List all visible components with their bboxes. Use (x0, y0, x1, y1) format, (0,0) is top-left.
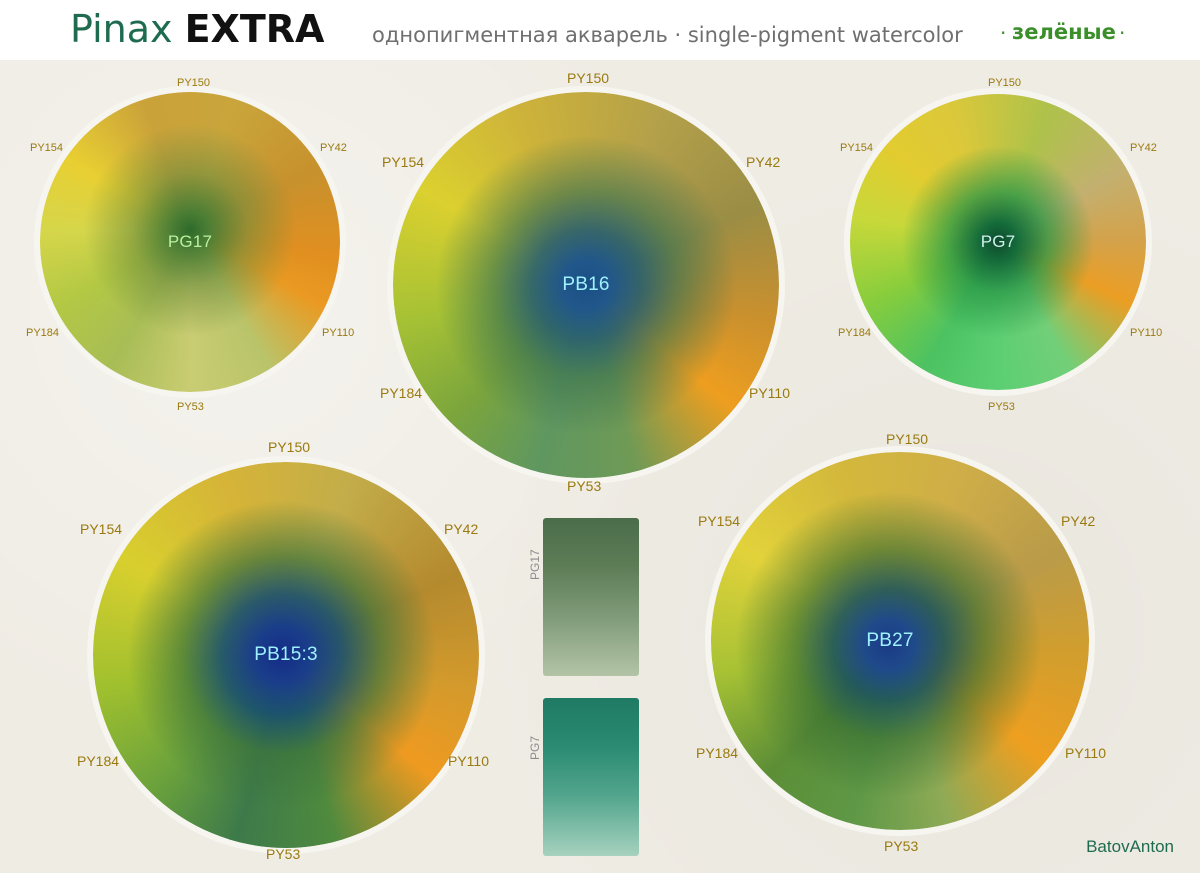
wheel2-label-top: PY150 (567, 70, 610, 86)
wheel5-label-top: PY150 (886, 431, 929, 447)
wheel1-label-upper-right: PY42 (320, 142, 347, 154)
author-credit: BatovAnton (1086, 837, 1174, 856)
wheel3-label-top: PY150 (988, 77, 1022, 89)
category-separator-right: · (1119, 21, 1126, 45)
wheel-wash (93, 462, 479, 848)
mixing-wheel-pb15-3: PB15:3 (93, 462, 479, 848)
wheel-wash (711, 452, 1089, 830)
wheel-center-pigment: PB16 (562, 274, 610, 295)
wheel-wash (850, 94, 1146, 390)
category-separator-left: · (1000, 21, 1007, 45)
wheel4-label-upper-left: PY154 (80, 521, 123, 537)
wheel-center-pigment: PG7 (980, 232, 1016, 251)
wheel3-label-lower-left: PY184 (838, 327, 872, 339)
wheel2-label-bottom: PY53 (567, 478, 602, 494)
subtitle: однопигментная акварель · single-pigment… (372, 23, 963, 47)
mixing-wheel-pg7: PG7 (850, 94, 1146, 390)
wheel2-label-lower-right: PY110 (749, 385, 790, 401)
wheel3-label-bottom: PY53 (988, 401, 1015, 413)
wheel3-label-upper-left: PY154 (840, 142, 874, 154)
wheel-wash (40, 92, 340, 392)
wheel-center-pigment: PB15:3 (254, 644, 318, 665)
wheel1-label-lower-right: PY110 (322, 327, 355, 339)
wheel3-label-lower-right: PY110 (1130, 327, 1163, 339)
mixing-wheel-pb27: PB27 (711, 452, 1089, 830)
wheel2-label-upper-left: PY154 (382, 154, 425, 170)
wheel1-label-upper-left: PY154 (30, 142, 64, 154)
wheel2-label-upper-right: PY42 (746, 154, 781, 170)
wheel4-label-top: PY150 (268, 439, 311, 455)
swatch-pg17 (543, 518, 639, 676)
wheel5-label-lower-left: PY184 (696, 745, 739, 761)
wheel-wash (393, 92, 779, 478)
wheel1-label-lower-left: PY184 (26, 327, 60, 339)
category-label: зелёные (1012, 20, 1116, 44)
wheel2-label-lower-left: PY184 (380, 385, 423, 401)
wheel1-label-top: PY150 (177, 77, 211, 89)
wheel4-label-upper-right: PY42 (444, 521, 479, 537)
wheel1-label-bottom: PY53 (177, 401, 204, 413)
mixing-wheel-pb16: PB16 (393, 92, 779, 478)
wheel3-label-upper-right: PY42 (1130, 142, 1157, 154)
wheel5-label-upper-left: PY154 (698, 513, 741, 529)
swatch-pg7-code: PG7 (528, 735, 542, 760)
wheel4-label-lower-right: PY110 (448, 753, 489, 769)
brand-plain: Pinax (70, 7, 173, 51)
mixing-wheel-pg17: PG17 (40, 92, 340, 392)
wheel5-label-upper-right: PY42 (1061, 513, 1096, 529)
swatch-pg17-code: PG17 (528, 549, 542, 580)
brand-title: Pinax EXTRA (70, 5, 324, 53)
brand-bold: EXTRA (184, 7, 325, 51)
header: Pinax EXTRA однопигментная акварель · si… (0, 0, 1200, 60)
wheel5-label-lower-right: PY110 (1065, 745, 1106, 761)
swatch-pg7 (543, 698, 639, 856)
wheel-center-pigment: PB27 (866, 630, 914, 651)
wheel5-label-bottom: PY53 (884, 838, 919, 854)
wheel4-label-bottom: PY53 (266, 846, 301, 862)
wheel-center-pigment: PG17 (167, 232, 213, 251)
wheel4-label-lower-left: PY184 (77, 753, 120, 769)
